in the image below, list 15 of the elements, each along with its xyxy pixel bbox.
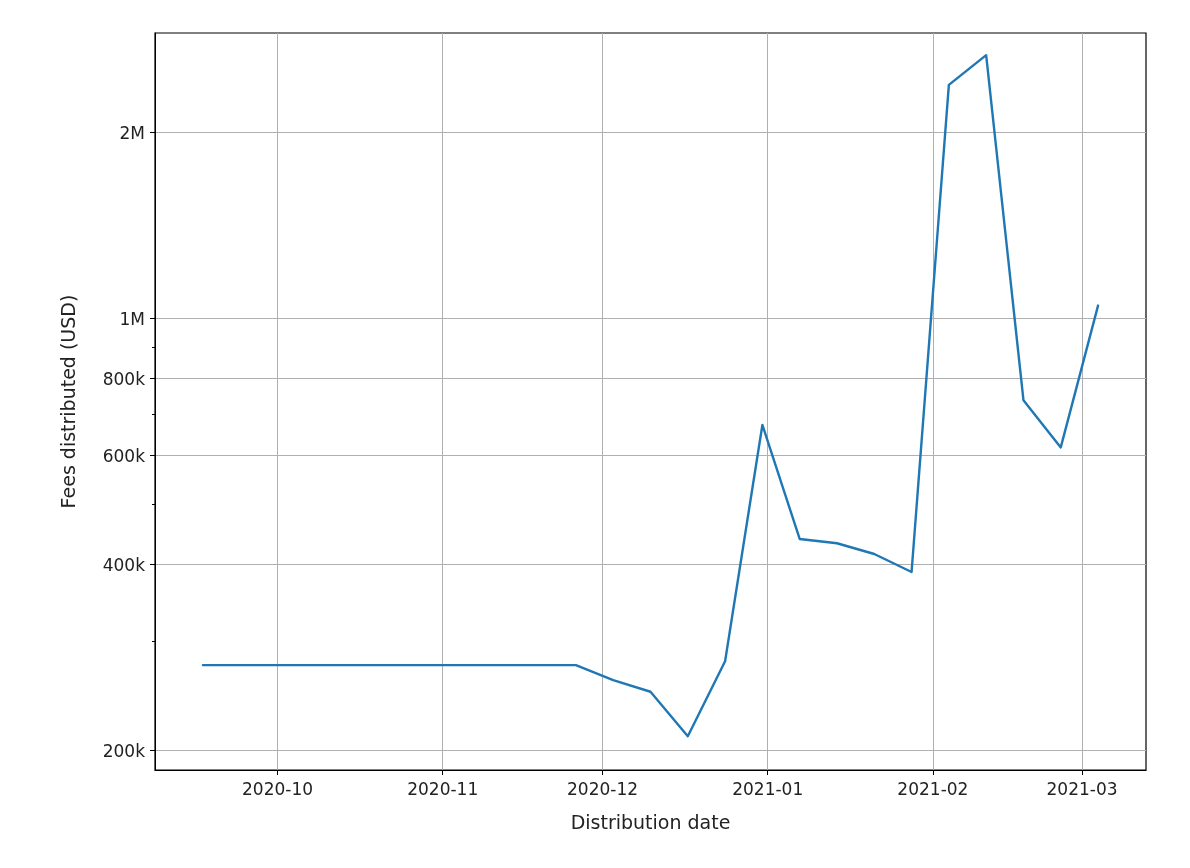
y-tick-label: 1M — [119, 308, 145, 329]
y-tick-label: 400k — [102, 554, 146, 575]
y-tick-label: 2M — [119, 122, 145, 143]
y-tick-label: 200k — [102, 740, 146, 761]
x-tick-label: 2021-01 — [732, 778, 804, 799]
x-tick-label: 2021-03 — [1046, 778, 1118, 799]
y-axis-title: Fees distributed (USD) — [56, 294, 79, 509]
x-tick-label: 2020-12 — [567, 778, 639, 799]
x-tick-label: 2021-02 — [897, 778, 969, 799]
x-tick-label: 2020-11 — [407, 778, 479, 799]
y-tick-label: 800k — [102, 368, 146, 389]
x-axis-title: Distribution date — [570, 810, 731, 833]
y-tick-label: 600k — [102, 445, 146, 466]
x-tick-label: 2020-10 — [242, 778, 314, 799]
line-series — [201, 53, 1100, 738]
